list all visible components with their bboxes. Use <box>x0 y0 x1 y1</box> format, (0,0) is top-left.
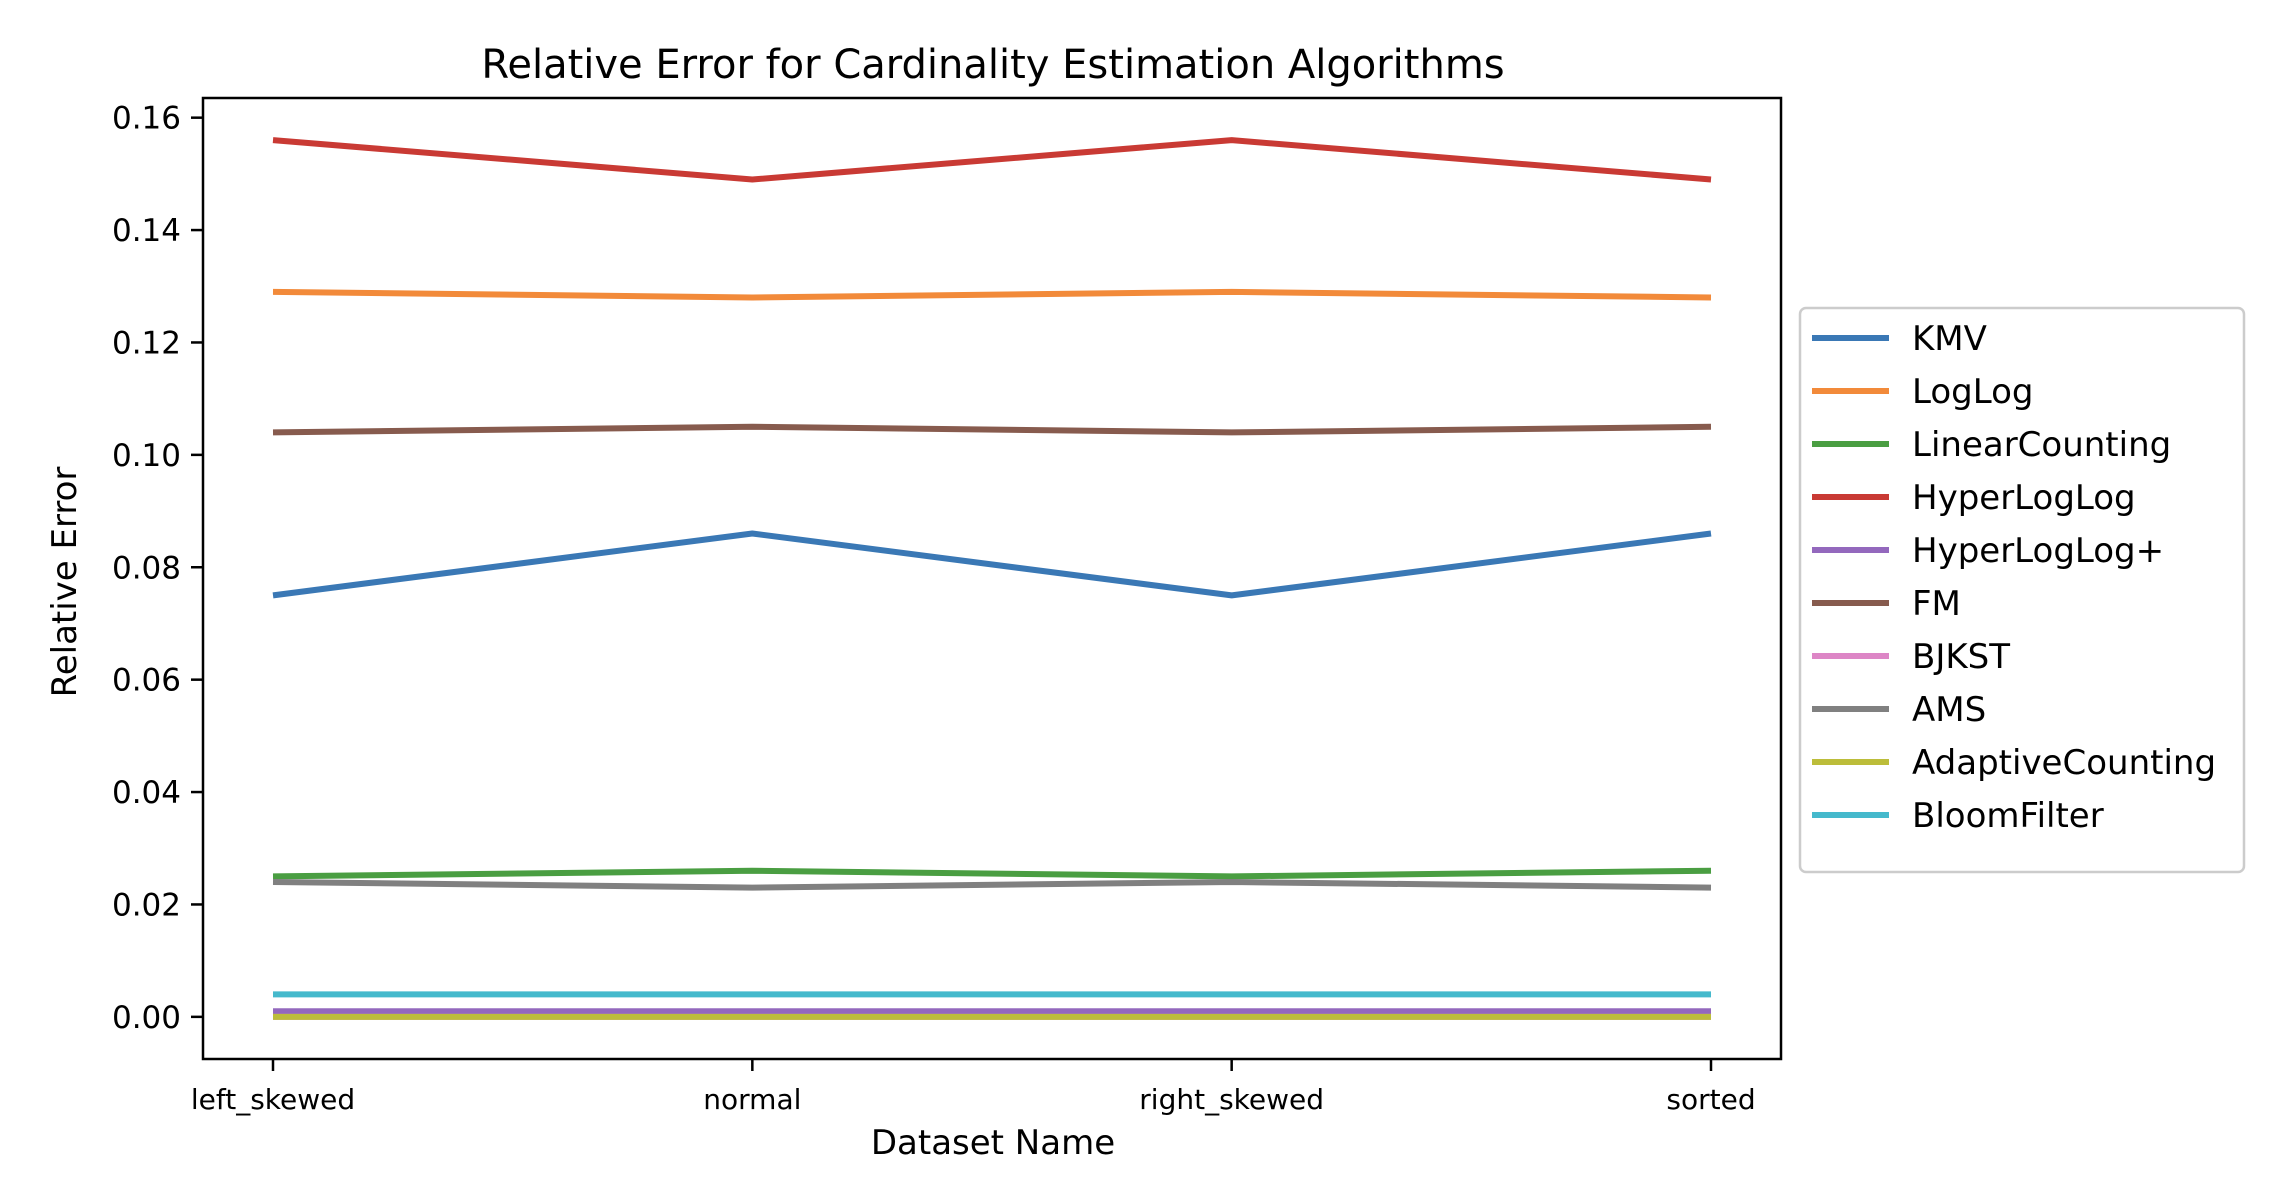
series-line-fm <box>272 423 1712 436</box>
y-tick-label: 0.04 <box>112 775 181 811</box>
plot-frame <box>201 96 1783 1061</box>
series-line-kmv <box>272 530 1712 599</box>
plot-area: 0.00 0.02 0.04 0.06 0.08 0.10 0.12 0.14 0.16 left… <box>112 96 1783 1116</box>
legend-entry-adaptivecounting: AdaptiveCounting <box>1912 743 2216 783</box>
x-tick-label: sorted <box>1666 1083 1755 1116</box>
x-tick-label: right_skewed <box>1139 1083 1324 1116</box>
legend-entry-bloomfilter: BloomFilter <box>1912 796 2104 836</box>
series-line-linearcounting <box>272 867 1712 880</box>
legend-entry-hyperloglog: HyperLogLog <box>1912 478 2136 518</box>
chart-title: Relative Error for Cardinality Estimatio… <box>481 42 1504 88</box>
legend-entry-ams: AMS <box>1912 690 1986 730</box>
x-tick-label: normal <box>703 1083 801 1116</box>
legend-entry-hyperloglog-: HyperLogLog+ <box>1912 531 2164 571</box>
y-tick-label: 0.02 <box>112 887 181 923</box>
legend-entry-fm: FM <box>1912 584 1961 624</box>
series-line-loglog <box>272 288 1712 301</box>
y-tick-label: 0.16 <box>112 101 181 137</box>
series-line-hyperloglog <box>272 137 1712 183</box>
legend: KMV LogLog LinearCounting HyperLogLog HyperL… <box>1798 306 2246 874</box>
y-tick-label: 0.10 <box>112 438 181 474</box>
legend-box <box>1798 306 2246 874</box>
y-tick-label: 0.06 <box>112 663 181 699</box>
y-tick-label: 0.00 <box>112 1000 181 1036</box>
y-tick-label: 0.08 <box>112 550 181 586</box>
x-tick-label: left_skewed <box>191 1083 355 1116</box>
legend-entry-linearcounting: LinearCounting <box>1912 425 2171 465</box>
series-line-ams <box>272 879 1712 891</box>
legend-entry-bjkst: BJKST <box>1912 637 2010 677</box>
x-axis-label: Dataset Name <box>871 1123 1115 1163</box>
legend-entry-kmv: KMV <box>1912 319 1987 359</box>
legend-entry-loglog: LogLog <box>1912 372 2033 412</box>
y-tick-label: 0.12 <box>112 325 181 361</box>
y-axis-label: Relative Error <box>45 467 85 698</box>
y-tick-label: 0.14 <box>112 213 181 249</box>
